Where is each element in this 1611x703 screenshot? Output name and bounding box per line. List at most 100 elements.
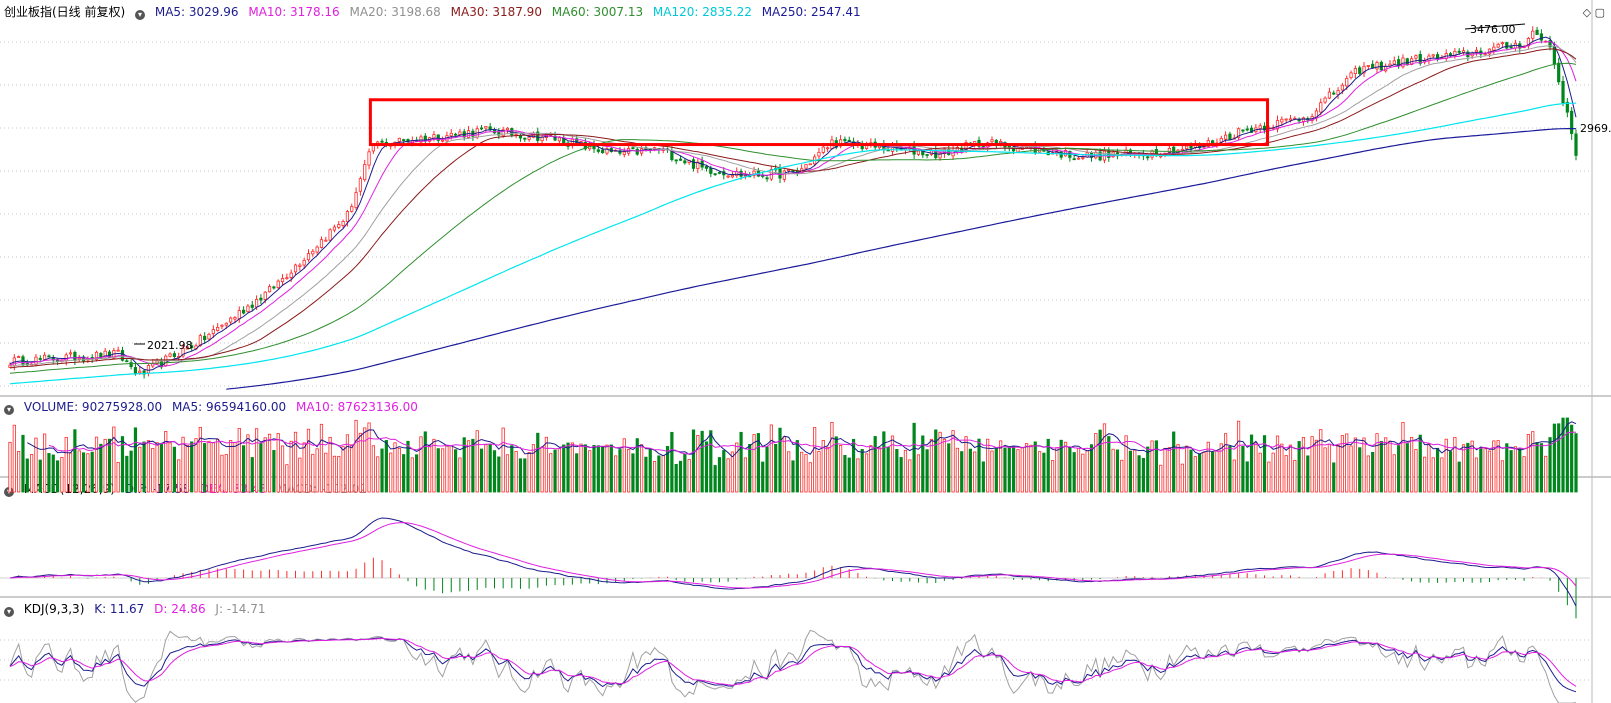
volume-bar: [194, 438, 198, 493]
candle-body: [765, 177, 769, 180]
volume-bar: [497, 456, 501, 493]
volume-bar: [1474, 457, 1479, 493]
volume-bar: [190, 441, 194, 493]
candle-body: [211, 329, 215, 334]
volume-bar: [1288, 444, 1293, 493]
settings-icon[interactable]: ▾: [135, 10, 146, 20]
volume-bar: [756, 433, 760, 493]
volume-bar: [1167, 447, 1171, 493]
volume-bar: [575, 453, 579, 493]
volume-bar: [743, 457, 748, 493]
volume-bar: [627, 449, 631, 493]
volume-bar: [233, 441, 237, 493]
volume-bar: [402, 454, 406, 493]
volume-menu-icon[interactable]: ▾: [4, 405, 14, 415]
candle-body: [527, 136, 531, 140]
candle-body: [246, 305, 250, 313]
candle-body: [168, 353, 172, 357]
candle-body: [1345, 78, 1349, 87]
volume-bar: [363, 427, 367, 493]
volume-bar: [302, 442, 306, 493]
volume-bar: [107, 438, 112, 493]
volume-bar: [726, 458, 730, 493]
volume-bar: [1055, 447, 1059, 493]
candle-body: [1496, 43, 1500, 48]
volume-bar: [1293, 460, 1297, 493]
volume-bar: [1526, 434, 1531, 493]
candle-body: [1236, 128, 1241, 138]
candle-body: [172, 353, 176, 357]
candle-body: [704, 166, 709, 169]
candle-body: [1353, 68, 1357, 75]
volume-bar: [1301, 437, 1306, 493]
volume-bar: [657, 455, 661, 493]
candle-body: [1431, 54, 1435, 57]
panel-controls[interactable]: ◇ ▢: [1582, 6, 1605, 19]
volume-bar: [1059, 439, 1063, 493]
volume-bar: [1215, 450, 1219, 493]
volume-bar: [1202, 452, 1206, 493]
candle-body: [1223, 134, 1228, 140]
volume-bar: [458, 457, 462, 493]
candle-body: [328, 229, 332, 241]
volume-bar: [1267, 461, 1271, 493]
kdj-menu-icon[interactable]: ▾: [4, 607, 14, 617]
candle-body: [440, 139, 445, 142]
volume-bar: [453, 449, 458, 493]
volume-bar: [466, 440, 471, 493]
candle-body: [17, 356, 21, 358]
volume-bar: [1076, 447, 1081, 493]
volume-bar: [523, 458, 527, 493]
volume-bar: [652, 461, 657, 493]
volume-bar: [1280, 443, 1284, 493]
candle-body: [285, 277, 289, 280]
volume-bar: [30, 454, 34, 493]
volume-bar: [596, 445, 600, 493]
candle-body: [1076, 157, 1081, 160]
candle-body: [237, 310, 241, 320]
volume-bar: [1003, 447, 1007, 493]
candle-body: [916, 150, 921, 155]
candle-body: [306, 253, 311, 261]
volume-bar: [851, 438, 856, 493]
volume-bar: [47, 453, 51, 493]
volume-bar: [791, 460, 795, 493]
candle-body: [138, 370, 142, 374]
volume-bar: [1275, 435, 1280, 493]
candle-body: [804, 164, 808, 169]
last-price-label: 2969.: [1580, 122, 1611, 135]
volume-bar: [12, 424, 16, 493]
kdj-d: D: 24.86: [154, 602, 206, 616]
volume-bar: [155, 442, 159, 493]
volume-bar: [419, 436, 423, 493]
volume-bar: [1470, 440, 1474, 493]
volume-bar: [635, 438, 639, 493]
volume-bar: [787, 451, 791, 493]
candle-body: [116, 349, 120, 352]
ma20-value: MA20: 3198.68: [349, 5, 441, 19]
volume-bar: [25, 458, 29, 493]
volume-bar: [1448, 451, 1453, 493]
volume-bar: [1509, 450, 1513, 493]
volume-bar: [696, 435, 700, 493]
volume-bar: [899, 457, 903, 493]
volume-bar: [895, 449, 899, 493]
volume-bar: [531, 444, 536, 493]
candle-body: [1457, 50, 1461, 53]
candle-body: [1461, 50, 1466, 53]
volume-bar: [826, 447, 830, 493]
volume-bar: [1401, 422, 1405, 493]
candle-body: [635, 148, 639, 155]
volume-bar: [38, 459, 42, 493]
candle-body: [242, 309, 246, 314]
main-title[interactable]: 创业板指(日线 前复权): [4, 5, 126, 19]
volume-bar: [549, 453, 553, 493]
volume-bar: [289, 440, 293, 493]
volume-bar: [886, 446, 890, 493]
candle-body: [311, 250, 315, 255]
candle-body: [596, 149, 600, 152]
volume-bar: [1323, 447, 1327, 493]
low-price-label: 2021.98: [147, 339, 193, 352]
volume-bar: [1029, 444, 1033, 493]
